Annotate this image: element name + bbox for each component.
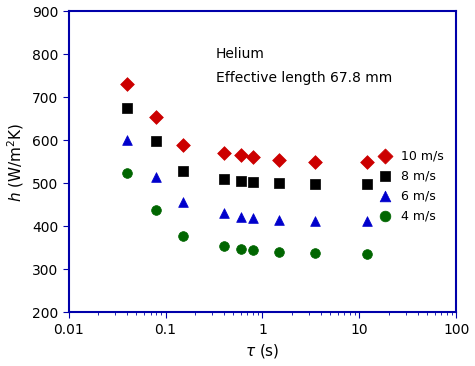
4 m/s: [152, 208, 160, 213]
8 m/s: [179, 168, 186, 174]
8 m/s: [220, 176, 228, 182]
X-axis label: $\tau$ (s): $\tau$ (s): [245, 343, 280, 361]
10 m/s: [220, 150, 228, 156]
6 m/s: [249, 215, 257, 221]
10 m/s: [276, 157, 283, 163]
8 m/s: [276, 180, 283, 186]
10 m/s: [179, 142, 186, 147]
10 m/s: [152, 113, 160, 119]
4 m/s: [276, 249, 283, 255]
4 m/s: [237, 246, 245, 252]
8 m/s: [152, 138, 160, 144]
4 m/s: [220, 243, 228, 249]
4 m/s: [249, 247, 257, 253]
10 m/s: [249, 154, 257, 160]
Legend: 10 m/s, 8 m/s, 6 m/s, 4 m/s: 10 m/s, 8 m/s, 6 m/s, 4 m/s: [370, 147, 446, 225]
4 m/s: [123, 170, 131, 176]
8 m/s: [123, 105, 131, 111]
6 m/s: [220, 210, 228, 216]
4 m/s: [363, 251, 371, 257]
6 m/s: [363, 218, 371, 224]
8 m/s: [249, 179, 257, 185]
6 m/s: [179, 199, 186, 205]
8 m/s: [363, 181, 371, 187]
10 m/s: [123, 81, 131, 87]
10 m/s: [363, 159, 371, 165]
6 m/s: [311, 218, 319, 224]
Text: Helium: Helium: [216, 47, 265, 61]
8 m/s: [311, 181, 319, 187]
8 m/s: [237, 178, 245, 184]
Y-axis label: $h$ (W/m$^2$K): $h$ (W/m$^2$K): [6, 122, 26, 202]
10 m/s: [311, 159, 319, 165]
6 m/s: [276, 217, 283, 223]
6 m/s: [123, 137, 131, 143]
4 m/s: [311, 251, 319, 257]
10 m/s: [237, 152, 245, 158]
Text: Effective length 67.8 mm: Effective length 67.8 mm: [216, 71, 392, 85]
6 m/s: [152, 174, 160, 180]
4 m/s: [179, 234, 186, 239]
6 m/s: [237, 214, 245, 220]
